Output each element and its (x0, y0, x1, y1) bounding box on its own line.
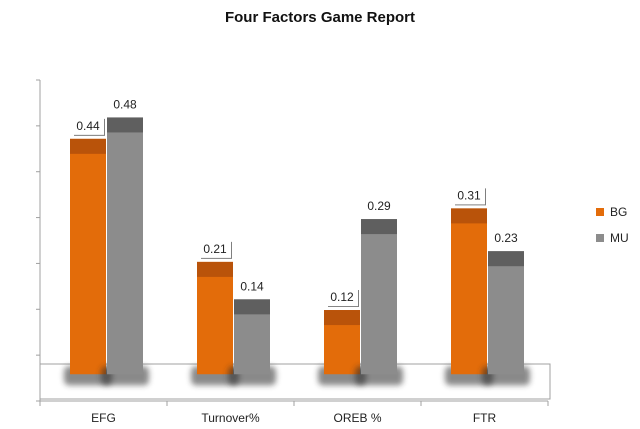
bar-cap-mu-3 (488, 251, 524, 267)
legend-swatch-mu (596, 234, 604, 242)
bar-cap-mu-0 (107, 117, 143, 133)
bar-bg-3 (451, 208, 487, 375)
legend-label-mu: MU (610, 231, 629, 245)
data-label-bg-0: 0.44 (76, 119, 100, 133)
data-label-mu-0: 0.48 (113, 97, 137, 111)
bar-cap-bg-0 (70, 138, 106, 154)
bar-mu-0 (107, 117, 143, 375)
data-label-bg-3: 0.31 (457, 188, 481, 202)
data-label-box (326, 288, 358, 307)
data-label-mu-2: 0.29 (367, 199, 391, 213)
x-tick-label-3: FTR (473, 411, 497, 425)
data-label-mu-1: 0.14 (240, 279, 264, 293)
legend-label-bg: BG (610, 205, 627, 219)
bar-mu-2 (361, 219, 397, 375)
x-tick-label-1: Turnover% (201, 411, 260, 425)
bar-mu-3 (488, 251, 524, 375)
data-label-box (72, 116, 104, 135)
data-label-mu-3: 0.23 (494, 231, 518, 245)
data-label-box (199, 239, 231, 258)
bar-cap-bg-2 (324, 310, 360, 326)
x-tick-label-2: OREB % (333, 411, 381, 425)
legend-swatch-bg (596, 208, 604, 216)
data-label-box (453, 186, 485, 205)
data-label-bg-2: 0.12 (330, 290, 354, 304)
bar-cap-bg-1 (197, 261, 233, 277)
data-label-bg-1: 0.21 (203, 242, 227, 256)
bar-bg-1 (197, 261, 233, 375)
x-tick-label-0: EFG (91, 411, 116, 425)
bar-cap-mu-1 (234, 299, 270, 315)
bar-cap-mu-2 (361, 219, 397, 235)
bar-bg-0 (70, 138, 106, 375)
chart-title: Four Factors Game Report (225, 9, 415, 26)
bar-cap-bg-3 (451, 208, 487, 224)
